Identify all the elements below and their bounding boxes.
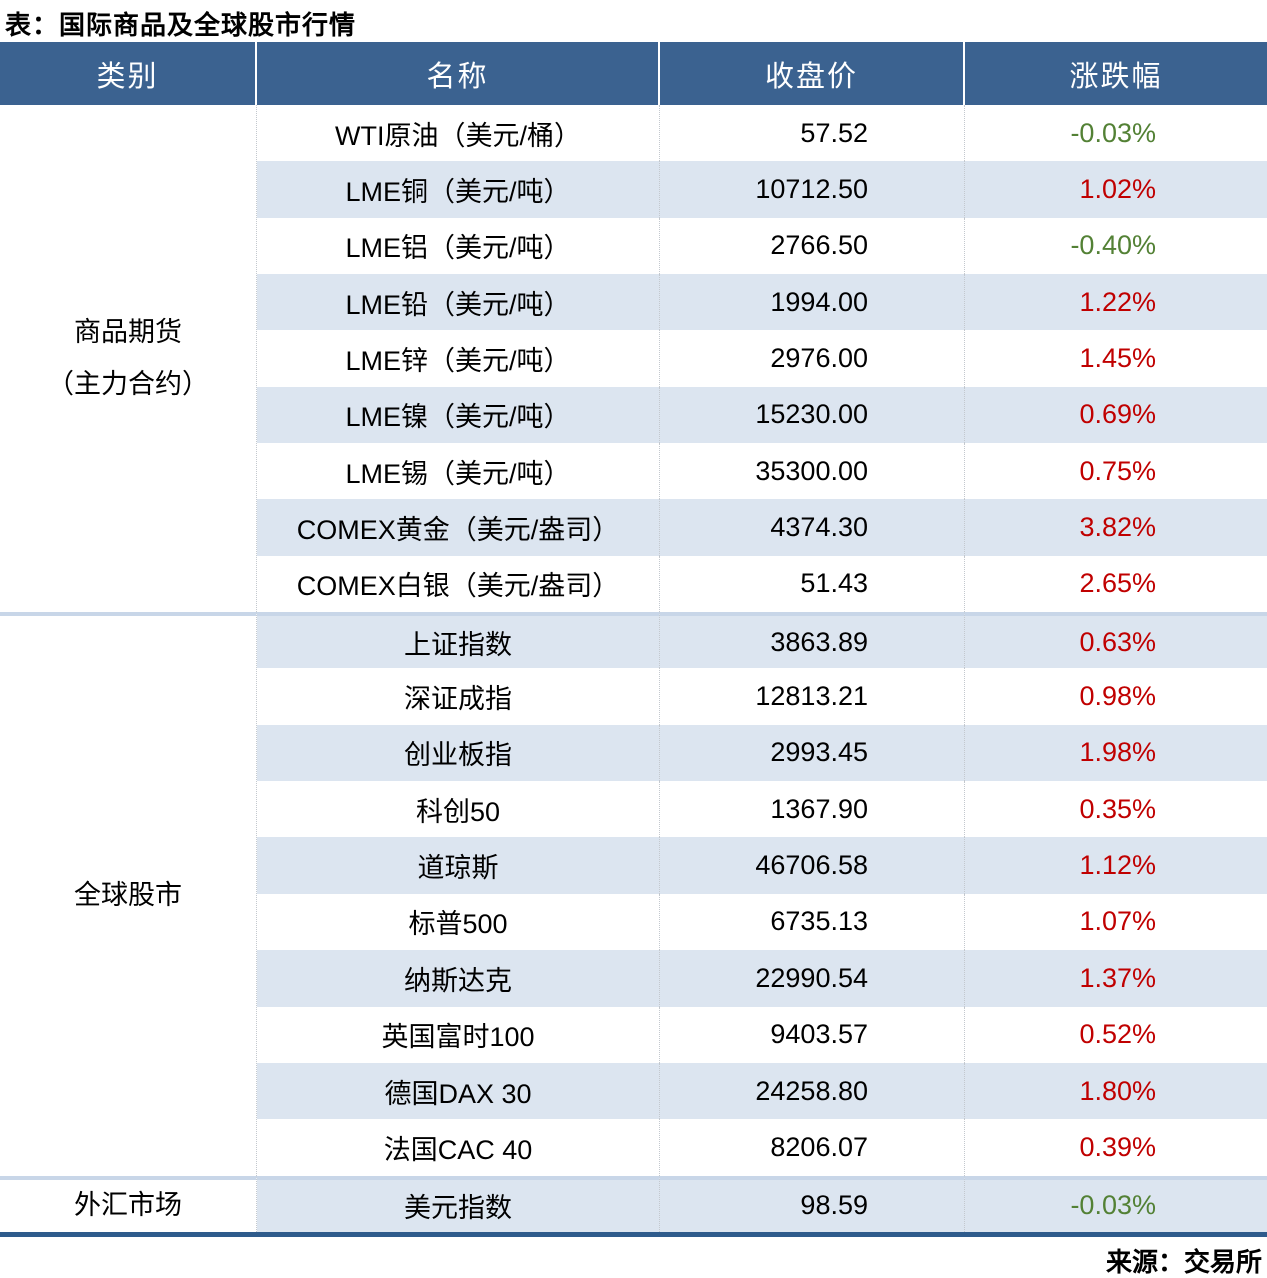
closing-price: 9403.57: [660, 1006, 965, 1063]
instrument-name: LME铅（美元/吨）: [257, 274, 660, 331]
closing-price: 1367.90: [660, 781, 965, 838]
instrument-name: WTI原油（美元/桶）: [257, 105, 660, 162]
instrument-name: LME镍（美元/吨）: [257, 386, 660, 444]
category-label-line: 外汇市场: [74, 1190, 182, 1221]
change-percent: 0.35%: [965, 781, 1267, 838]
instrument-name: 英国富时100: [257, 1006, 660, 1063]
instrument-name: 深证成指: [257, 668, 660, 725]
category-cell: 外汇市场: [0, 1175, 257, 1232]
change-percent: 0.52%: [965, 1006, 1267, 1063]
market-table: 类别 名称 收盘价 涨跌幅 商品期货 （主力合约） WTI原油（美元/桶） 57.52…: [0, 42, 1267, 1237]
category-cell: 商品期货 （主力合约）: [0, 105, 257, 613]
closing-price: 3863.89: [660, 612, 965, 669]
column-header-name: 名称: [257, 42, 660, 105]
instrument-name: LME锌（美元/吨）: [257, 330, 660, 387]
closing-price: 2993.45: [660, 724, 965, 782]
closing-price: 8206.07: [660, 1119, 965, 1176]
category-label-line: 全球股市: [74, 880, 182, 911]
category-label-line: （主力合约）: [47, 368, 209, 399]
category-label-line: 商品期货: [74, 317, 182, 348]
change-percent: 0.39%: [965, 1119, 1267, 1176]
change-percent: 0.75%: [965, 443, 1267, 500]
change-percent: -0.03%: [965, 1175, 1267, 1232]
change-percent: -0.03%: [965, 105, 1267, 162]
instrument-name: 德国DAX 30: [257, 1062, 660, 1120]
change-percent: 1.07%: [965, 893, 1267, 951]
change-percent: 1.98%: [965, 724, 1267, 782]
instrument-name: 法国CAC 40: [257, 1119, 660, 1176]
change-percent: -0.40%: [965, 217, 1267, 275]
closing-price: 12813.21: [660, 668, 965, 725]
source-note: 来源：交易所: [1105, 1247, 1262, 1277]
change-percent: 2.65%: [965, 555, 1267, 613]
closing-price: 46706.58: [660, 837, 965, 894]
closing-price: 2766.50: [660, 217, 965, 275]
closing-price: 1994.00: [660, 274, 965, 331]
instrument-name: 科创50: [257, 781, 660, 838]
closing-price: 4374.30: [660, 499, 965, 556]
instrument-name: 创业板指: [257, 724, 660, 782]
instrument-name: LME锡（美元/吨）: [257, 443, 660, 500]
closing-price: 35300.00: [660, 443, 965, 500]
change-percent: 3.82%: [965, 499, 1267, 556]
column-header-category: 类别: [0, 42, 257, 105]
instrument-name: 道琼斯: [257, 837, 660, 894]
category-cell: 全球股市: [0, 612, 257, 1176]
instrument-name: 美元指数: [257, 1175, 660, 1232]
instrument-name: 标普500: [257, 893, 660, 951]
change-percent: 1.12%: [965, 837, 1267, 894]
instrument-name: COMEX黄金（美元/盎司）: [257, 499, 660, 556]
closing-price: 10712.50: [660, 161, 965, 218]
closing-price: 98.59: [660, 1175, 965, 1232]
change-percent: 1.02%: [965, 161, 1267, 218]
closing-price: 6735.13: [660, 893, 965, 951]
closing-price: 2976.00: [660, 330, 965, 387]
closing-price: 57.52: [660, 105, 965, 162]
column-header-close: 收盘价: [660, 42, 965, 105]
change-percent: 1.80%: [965, 1062, 1267, 1120]
change-percent: 1.45%: [965, 330, 1267, 387]
change-percent: 0.69%: [965, 386, 1267, 444]
change-percent: 1.22%: [965, 274, 1267, 331]
change-percent: 0.63%: [965, 612, 1267, 669]
column-header-change: 涨跌幅: [965, 42, 1267, 105]
closing-price: 15230.00: [660, 386, 965, 444]
closing-price: 24258.80: [660, 1062, 965, 1120]
page-title: 表：国际商品及全球股市行情: [5, 10, 357, 40]
closing-price: 22990.54: [660, 950, 965, 1007]
instrument-name: LME铝（美元/吨）: [257, 217, 660, 275]
instrument-name: 纳斯达克: [257, 950, 660, 1007]
change-percent: 1.37%: [965, 950, 1267, 1007]
instrument-name: COMEX白银（美元/盎司）: [257, 555, 660, 613]
closing-price: 51.43: [660, 555, 965, 613]
instrument-name: 上证指数: [257, 612, 660, 669]
change-percent: 0.98%: [965, 668, 1267, 725]
instrument-name: LME铜（美元/吨）: [257, 161, 660, 218]
